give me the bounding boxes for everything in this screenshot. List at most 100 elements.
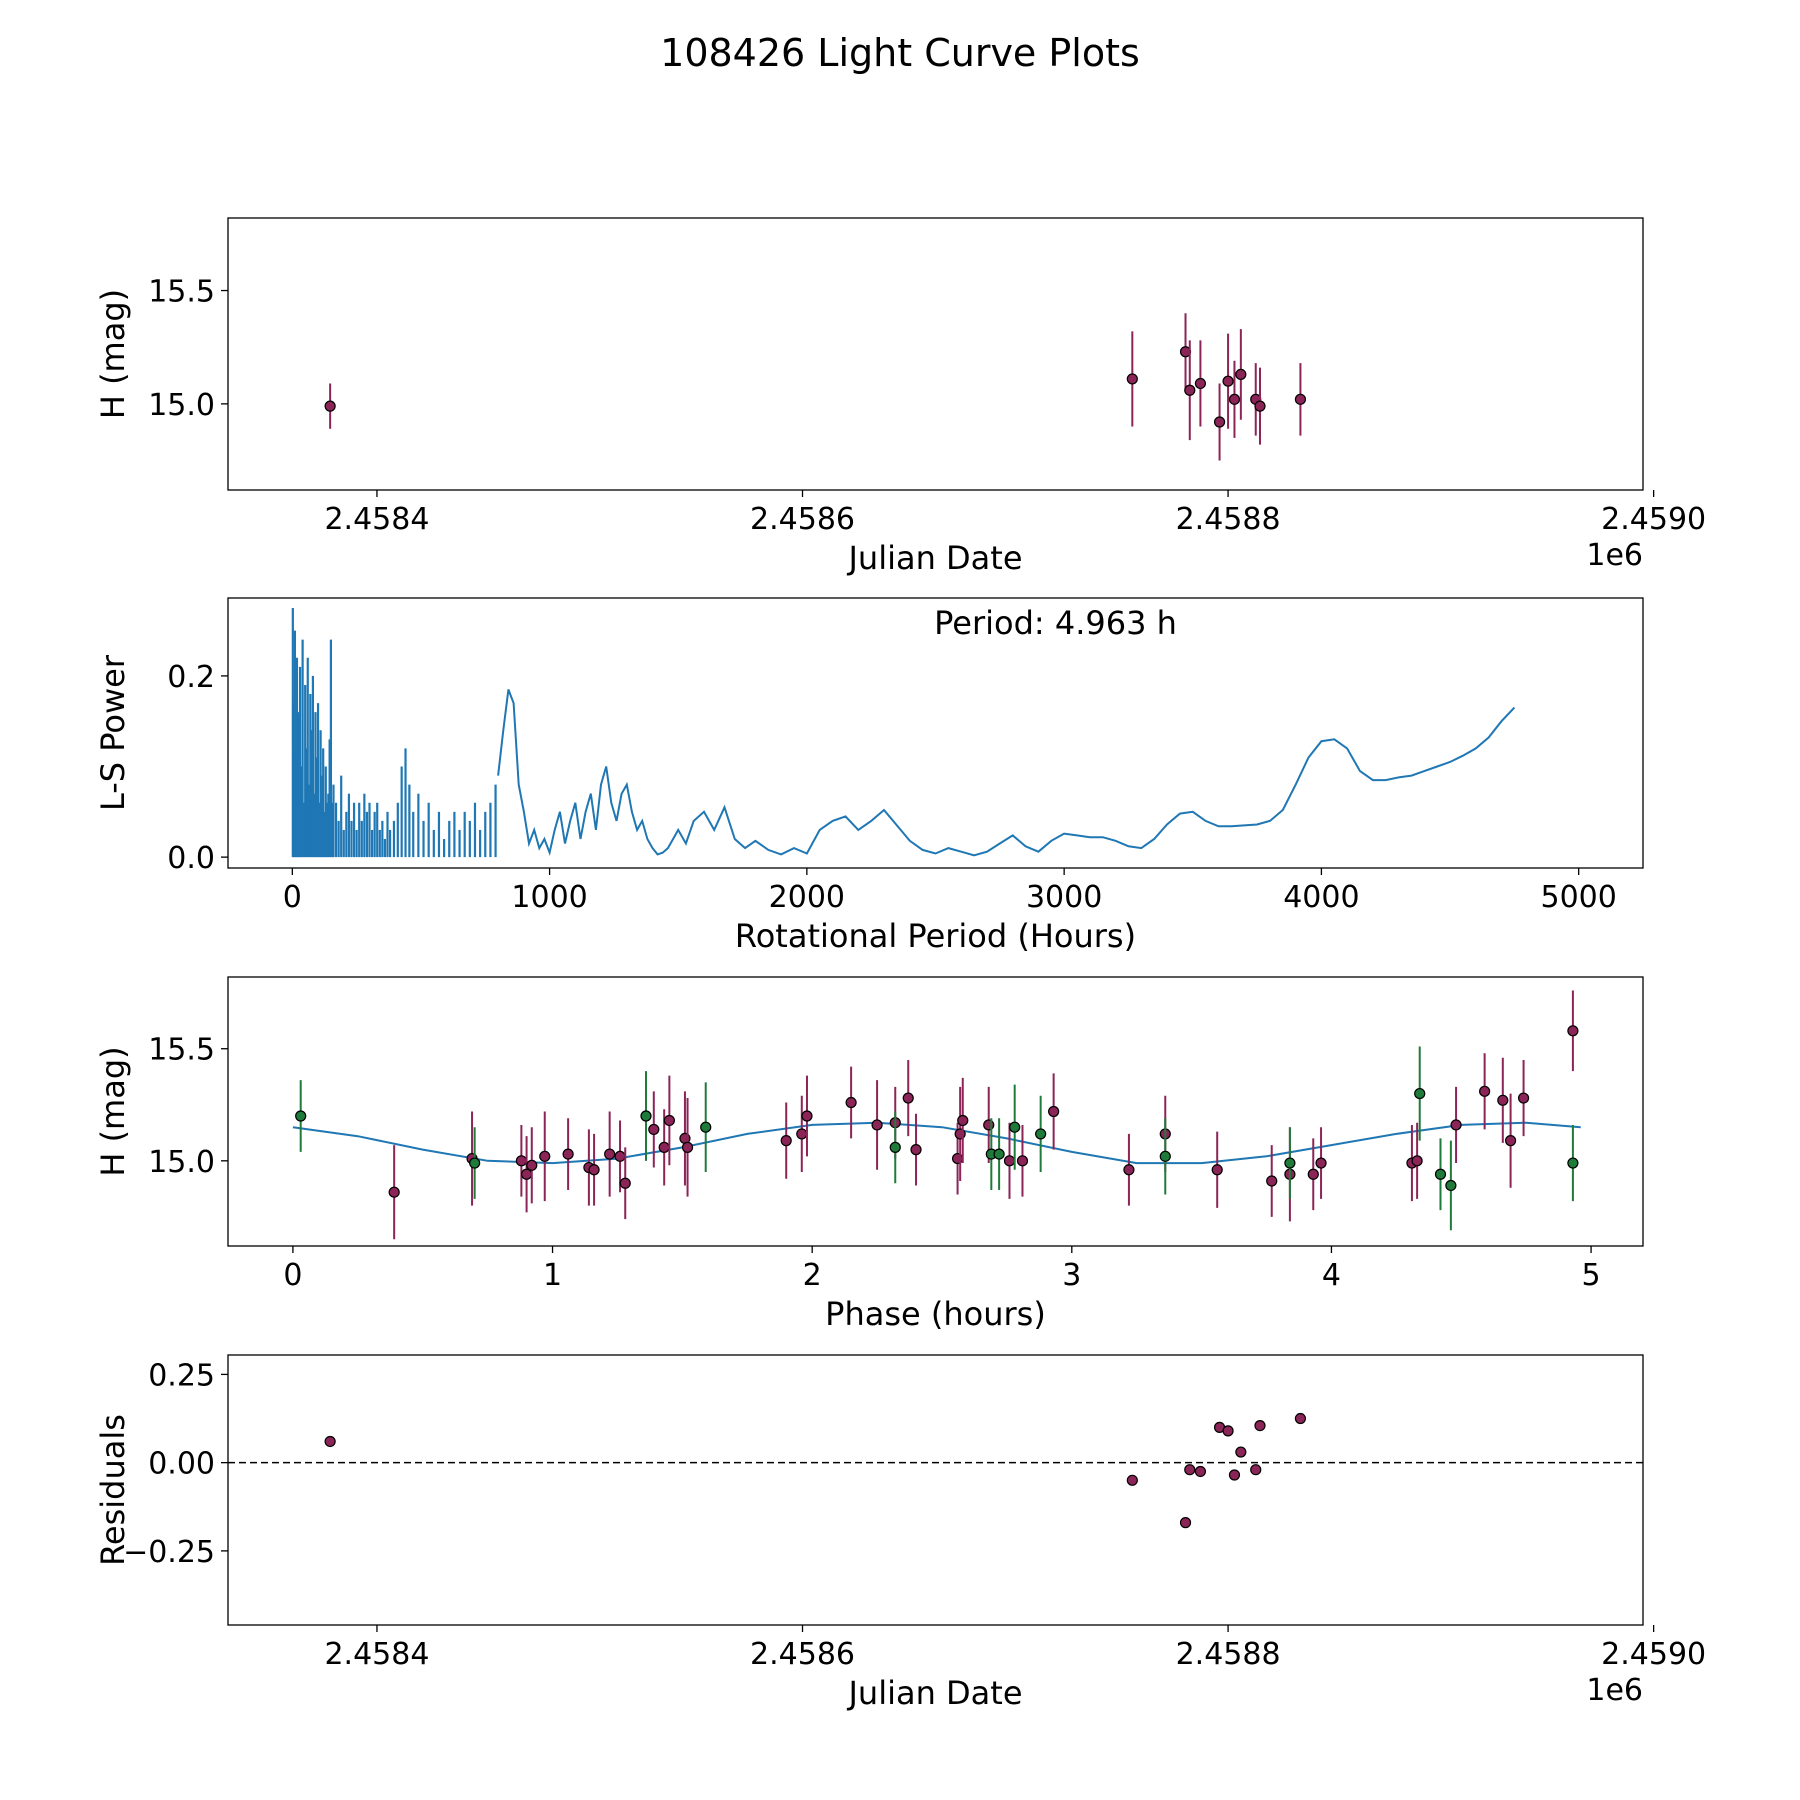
data-point [1315, 1157, 1327, 1169]
y-tick-label: 15.5 [148, 275, 215, 310]
x-tick-label: 2.4590 [1601, 1637, 1706, 1672]
periodogram-line [497, 689, 1516, 857]
data-point [1235, 1446, 1247, 1458]
data-point [1213, 416, 1226, 428]
data-point [796, 1128, 808, 1140]
x-axis-label: Julian Date [846, 539, 1022, 577]
period-annotation: Period: 4.963 h [934, 604, 1177, 642]
x-tick-label: 2 [803, 1258, 822, 1293]
x-tick-label: 2.4588 [1176, 502, 1281, 537]
data-point [469, 1157, 481, 1169]
x-axis-label: Julian Date [846, 1674, 1022, 1712]
axes-frame [227, 976, 1644, 1247]
x-tick-label: 3000 [1026, 880, 1102, 915]
axes-frame [227, 597, 1644, 869]
data-point [1211, 1164, 1223, 1176]
x-tick-label: 2.4590 [1601, 502, 1706, 537]
data-point [993, 1148, 1005, 1160]
data-point [1517, 1092, 1530, 1104]
x-tick-label: 2.4586 [750, 502, 855, 537]
x-axis-label: Phase (hours) [825, 1295, 1046, 1333]
data-point [562, 1148, 574, 1160]
data-point [871, 1119, 883, 1131]
data-point [700, 1121, 712, 1133]
data-point [1504, 1135, 1517, 1147]
data-point [588, 1164, 600, 1176]
data-point [604, 1148, 616, 1160]
x-tick-label: 5000 [1541, 880, 1617, 915]
data-point [1123, 1164, 1135, 1176]
x-axis-label: Rotational Period (Hours) [735, 917, 1136, 955]
data-point [1035, 1128, 1047, 1140]
data-point [1184, 1464, 1196, 1476]
y-axis-label: H (mag) [94, 289, 132, 419]
data-point [648, 1123, 660, 1136]
data-point [658, 1141, 670, 1153]
data-point [1194, 1465, 1207, 1478]
x-tick-label: 2.4584 [324, 502, 429, 537]
data-point [539, 1150, 551, 1162]
data-point [1284, 1157, 1296, 1169]
panel-phased-curve: 0 1 2 3 4 5 15.0 15.5 Phase (hours) H (mag) [94, 976, 1644, 1333]
data-point [1266, 1175, 1278, 1187]
y-tick-label: 0.2 [167, 660, 215, 695]
data-point [1497, 1094, 1509, 1106]
panel-residuals: 2.45842.45862.45882.45902.4592−0.250.000… [94, 1354, 1706, 1712]
axes-frame [227, 217, 1644, 491]
data-point [1016, 1155, 1029, 1167]
y-tick-label: 0.00 [148, 1447, 215, 1482]
data-point [619, 1177, 631, 1189]
data-point [1294, 1412, 1307, 1425]
data-point [1434, 1168, 1447, 1180]
x-offset-text: 1e6 [1586, 538, 1643, 573]
data-point [614, 1150, 626, 1162]
x-tick-label: 5 [1582, 1258, 1601, 1293]
data-point [526, 1159, 538, 1171]
x-tick-label: 2000 [769, 880, 845, 915]
data-point [1126, 1474, 1138, 1486]
data-point [1126, 373, 1138, 385]
y-axis-label: H (mag) [94, 1046, 132, 1176]
data-point [780, 1135, 792, 1147]
data-point [1450, 1119, 1462, 1131]
data-point [1009, 1121, 1021, 1133]
x-tick-label: 0 [283, 880, 302, 915]
data-point [902, 1092, 914, 1104]
y-tick-label: 0.25 [148, 1358, 215, 1393]
x-tick-label: 3 [1062, 1258, 1081, 1293]
data-point [663, 1114, 675, 1127]
data-point [640, 1110, 652, 1122]
data-point [957, 1114, 969, 1127]
data-point [1254, 1419, 1266, 1432]
x-tick-label: 2.4584 [324, 1637, 429, 1672]
data-point [324, 400, 336, 412]
x-tick-label: 1000 [511, 880, 587, 915]
data-point [1479, 1085, 1491, 1097]
y-tick-label: 15.0 [148, 388, 215, 423]
data-point [520, 1168, 533, 1180]
figure-title: 108426 Light Curve Plots [660, 31, 1140, 75]
data-point [324, 1435, 336, 1448]
data-point [388, 1186, 400, 1198]
data-point [1222, 375, 1234, 387]
data-point [889, 1141, 901, 1153]
y-tick-label: −0.25 [123, 1535, 215, 1570]
y-tick-label: 0.0 [167, 841, 215, 876]
data-point [1307, 1168, 1319, 1180]
x-tick-label: 0 [283, 1258, 302, 1293]
data-point [1567, 1025, 1579, 1037]
fit-curve [292, 1121, 1581, 1165]
data-point [295, 1110, 307, 1122]
x-tick-label: 4 [1322, 1258, 1341, 1293]
data-point [1414, 1087, 1426, 1100]
data-point [845, 1096, 857, 1109]
data-point [1445, 1179, 1457, 1192]
data-point [1228, 393, 1241, 405]
data-point [1567, 1157, 1579, 1169]
y-tick-label: 15.0 [148, 1145, 215, 1180]
panel-light-curve: 2.45842.45862.45882.45902.459215.015.5Ju… [94, 217, 1706, 577]
y-tick-label: 15.5 [148, 1033, 215, 1068]
data-point [1294, 393, 1307, 405]
data-point [1179, 1517, 1192, 1529]
